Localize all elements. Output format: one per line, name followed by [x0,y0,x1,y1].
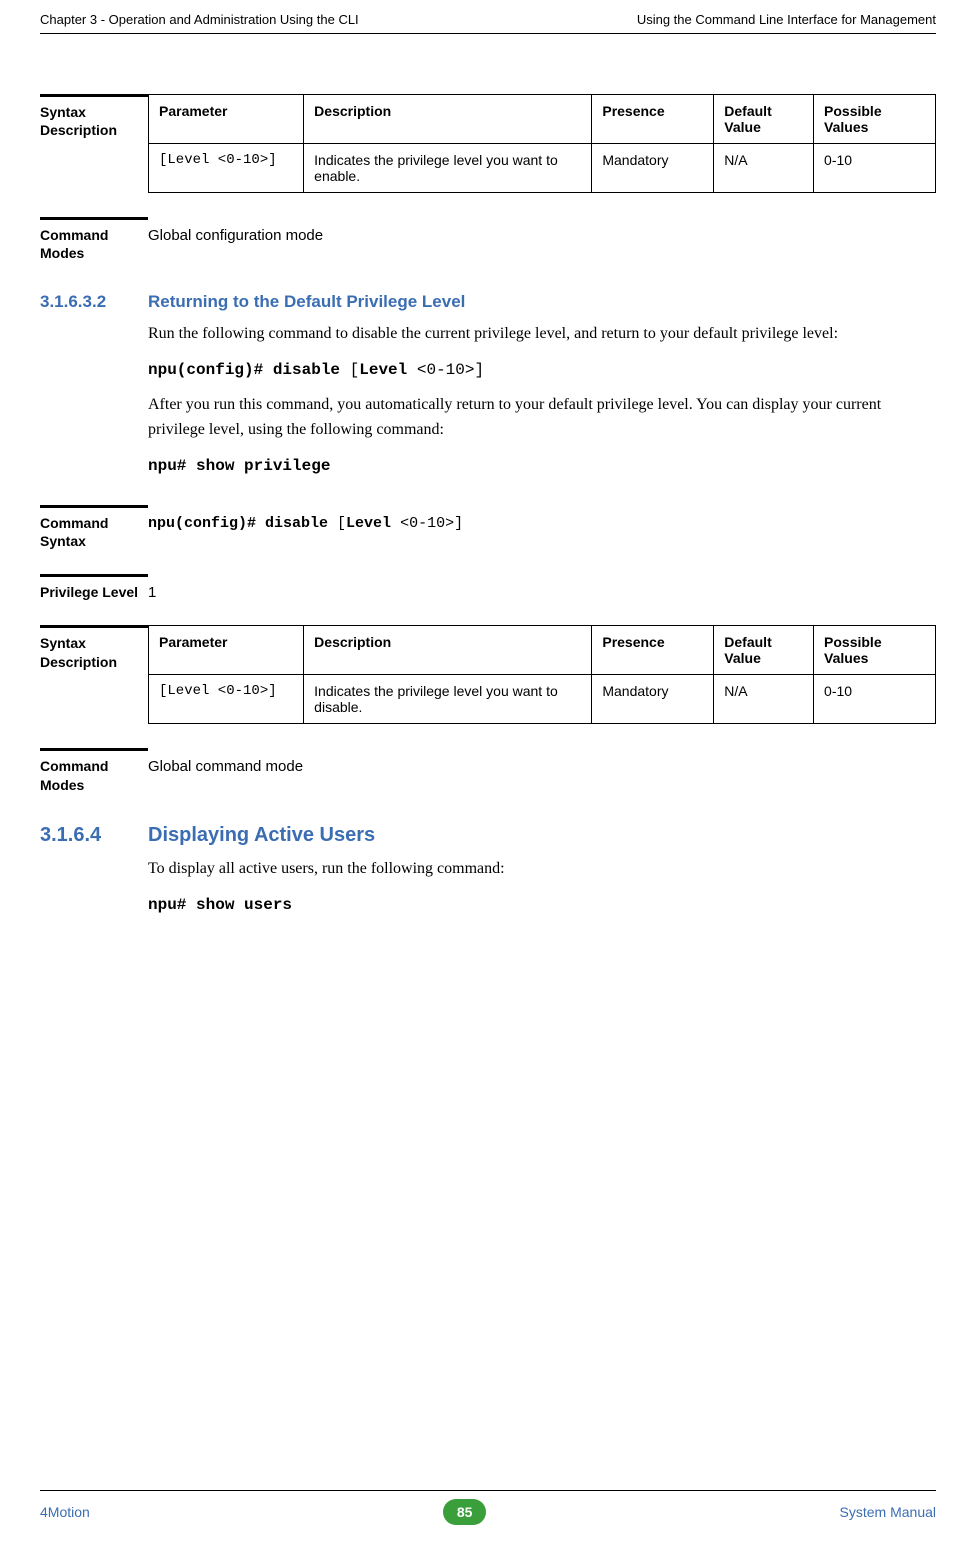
page-number-badge: 85 [443,1499,487,1525]
heading-title: Displaying Active Users [148,824,375,847]
table-row: [Level <0-10>] Indicates the privilege l… [149,144,936,193]
command-modes-value-2: Global command mode [148,748,936,775]
body-paragraph: Run the following command to disable the… [148,322,936,347]
syntax-description-block-1: Syntax Description Parameter Description… [40,94,936,193]
td-possible: 0-10 [814,675,936,724]
td-default: N/A [714,675,814,724]
command-modes-block-2: Command Modes Global command mode [40,748,936,793]
command-syntax-block: Command Syntax npu(config)# disable [Lev… [40,505,936,550]
cmd-part: <0-10>] [400,515,463,532]
privilege-level-block: Privilege Level 1 [40,574,936,601]
table-row: [Level <0-10>] Indicates the privilege l… [149,675,936,724]
cmd-part: [ [350,361,360,379]
command-modes-label-1: Command Modes [40,217,148,262]
table-header-row: Parameter Description Presence Default V… [149,626,936,675]
heading-number: 3.1.6.4 [40,824,148,847]
syntax-description-label-1: Syntax Description [40,94,148,139]
command-line: npu# show users [148,896,936,914]
td-parameter: [Level <0-10>] [149,675,304,724]
command-line: npu# show privilege [148,457,936,475]
command-modes-label-2: Command Modes [40,748,148,793]
section-body-2: To display all active users, run the fol… [148,857,936,914]
footer-right[interactable]: System Manual [840,1504,936,1520]
page-footer: 4Motion 85 System Manual [40,1490,936,1525]
cmd-part: <0-10>] [417,361,484,379]
th-parameter: Parameter [149,626,304,675]
heading-title: Returning to the Default Privilege Level [148,292,465,312]
command-modes-value-1: Global configuration mode [148,217,936,244]
td-presence: Mandatory [592,144,714,193]
cmd-bold-part: Level [359,361,417,379]
syntax-table-1: Parameter Description Presence Default V… [148,94,936,193]
th-default-value: Default Value [714,95,814,144]
section-body-1: Run the following command to disable the… [148,322,936,474]
body-paragraph: After you run this command, you automati… [148,393,936,443]
cmd-bold-part: npu(config)# disable [148,515,337,532]
privilege-level-value: 1 [148,574,936,601]
th-possible-values: Possible Values [814,95,936,144]
th-parameter: Parameter [149,95,304,144]
td-presence: Mandatory [592,675,714,724]
th-description: Description [304,95,592,144]
syntax-description-label-2: Syntax Description [40,625,148,670]
main-content: Syntax Description Parameter Description… [40,34,936,914]
th-description: Description [304,626,592,675]
command-syntax-label: Command Syntax [40,505,148,550]
heading-displaying-active-users: 3.1.6.4 Displaying Active Users [40,824,936,847]
header-left: Chapter 3 - Operation and Administration… [40,12,359,27]
td-description: Indicates the privilege level you want t… [304,144,592,193]
header-right: Using the Command Line Interface for Man… [637,12,936,27]
td-parameter: [Level <0-10>] [149,144,304,193]
td-default: N/A [714,144,814,193]
command-syntax-value: npu(config)# disable [Level <0-10>] [148,505,936,532]
command-modes-block-1: Command Modes Global configuration mode [40,217,936,262]
th-presence: Presence [592,626,714,675]
table-header-row: Parameter Description Presence Default V… [149,95,936,144]
heading-returning-default-privilege: 3.1.6.3.2 Returning to the Default Privi… [40,292,936,312]
cmd-bold-part: npu(config)# disable [148,361,350,379]
th-default-value: Default Value [714,626,814,675]
footer-left[interactable]: 4Motion [40,1504,90,1520]
td-possible: 0-10 [814,144,936,193]
cmd-part: [ [337,515,346,532]
th-presence: Presence [592,95,714,144]
page-header: Chapter 3 - Operation and Administration… [40,0,936,34]
syntax-description-block-2: Syntax Description Parameter Description… [40,625,936,724]
command-line: npu(config)# disable [Level <0-10>] [148,361,936,379]
body-paragraph: To display all active users, run the fol… [148,857,936,882]
privilege-level-label: Privilege Level [40,574,148,601]
td-description: Indicates the privilege level you want t… [304,675,592,724]
th-possible-values: Possible Values [814,626,936,675]
cmd-bold-part: Level [346,515,400,532]
heading-number: 3.1.6.3.2 [40,292,148,312]
syntax-table-2: Parameter Description Presence Default V… [148,625,936,724]
